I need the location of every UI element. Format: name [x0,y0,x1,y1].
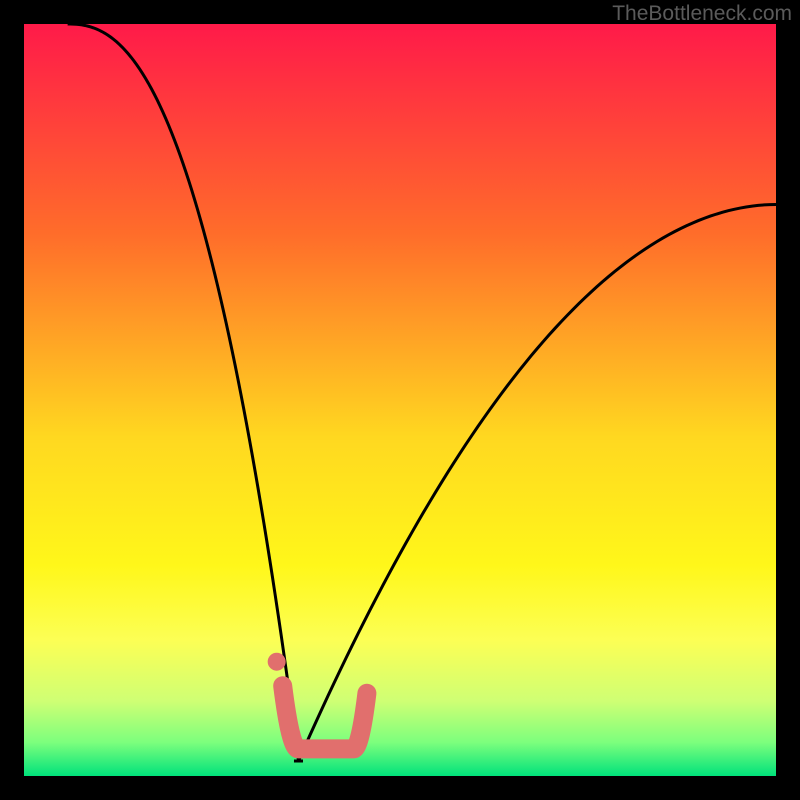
chart-container: TheBottleneck.com [0,0,800,800]
bottleneck-chart [0,0,800,800]
gradient-background [24,24,776,776]
salmon-dot-marker [268,653,286,671]
